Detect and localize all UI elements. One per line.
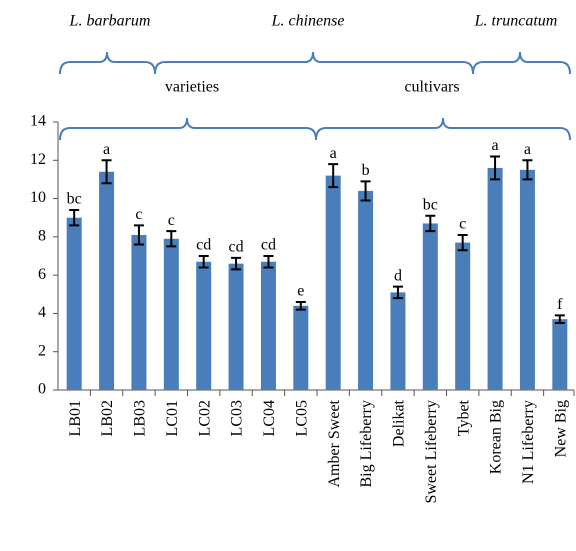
error-bar bbox=[425, 214, 436, 233]
bar bbox=[455, 242, 471, 390]
significance-label: bc bbox=[423, 196, 438, 213]
significance-label: bc bbox=[67, 191, 82, 208]
error-bar bbox=[522, 159, 533, 181]
significance-label: d bbox=[394, 267, 402, 284]
significance-label: c bbox=[135, 206, 142, 223]
x-tick-label: N1 Lifeberry bbox=[520, 400, 537, 484]
error-bar bbox=[231, 256, 242, 271]
error-bar bbox=[198, 255, 209, 269]
significance-label: cd bbox=[229, 239, 244, 256]
y-tick-label: 10 bbox=[30, 189, 46, 206]
significance-label: a bbox=[492, 137, 499, 154]
error-bar bbox=[263, 255, 274, 269]
significance-label: a bbox=[524, 141, 531, 158]
significance-label: cd bbox=[196, 237, 211, 254]
significance-label: cd bbox=[261, 237, 276, 254]
group-label: L. truncatum bbox=[474, 13, 558, 30]
error-bar bbox=[69, 209, 80, 227]
y-tick-label: 12 bbox=[30, 151, 46, 168]
group-label: L. chinense bbox=[271, 13, 345, 30]
bar bbox=[552, 319, 568, 390]
x-tick-label: New Big bbox=[552, 400, 569, 457]
error-bar bbox=[295, 300, 306, 311]
x-tick-label: Sweet Lifeberry bbox=[423, 400, 440, 504]
error-bar bbox=[457, 233, 468, 252]
brace bbox=[59, 117, 317, 141]
error-bar bbox=[360, 180, 371, 202]
subgroup-label: cultivars bbox=[404, 79, 459, 96]
bar bbox=[422, 223, 438, 390]
y-tick-label: 2 bbox=[38, 342, 46, 359]
bar bbox=[196, 261, 212, 390]
x-tick-label: Big Lifeberry bbox=[358, 400, 375, 488]
y-tick-label: 14 bbox=[30, 113, 46, 130]
x-tick-label: LB01 bbox=[67, 400, 84, 436]
error-bar bbox=[392, 285, 403, 300]
x-tick-label: LC01 bbox=[164, 400, 181, 436]
significance-label: f bbox=[557, 296, 563, 313]
error-bar bbox=[101, 159, 112, 185]
brace bbox=[59, 51, 156, 75]
bar bbox=[163, 238, 179, 390]
y-tick-label: 6 bbox=[38, 266, 46, 283]
bar bbox=[228, 263, 244, 390]
bar bbox=[325, 175, 341, 390]
brace bbox=[472, 51, 571, 75]
x-tick-label: Korean Big bbox=[488, 400, 505, 474]
bar bbox=[260, 261, 276, 390]
significance-label: e bbox=[297, 283, 304, 300]
x-tick-label: Amber Sweet bbox=[326, 399, 343, 487]
significance-label: c bbox=[459, 216, 466, 233]
subgroup-label: varieties bbox=[165, 79, 219, 96]
x-tick-label: Delikat bbox=[391, 399, 408, 447]
error-bar bbox=[166, 230, 177, 248]
brace bbox=[154, 51, 474, 75]
brace bbox=[315, 117, 571, 141]
x-tick-label: LC04 bbox=[261, 400, 278, 436]
x-tick-label: LC02 bbox=[196, 400, 213, 436]
y-tick-label: 4 bbox=[38, 304, 46, 321]
significance-label: b bbox=[362, 162, 370, 179]
bar bbox=[358, 190, 374, 390]
x-tick-label: LC05 bbox=[293, 400, 310, 436]
group-label: L. barbarum bbox=[69, 13, 151, 30]
significance-label: a bbox=[330, 145, 337, 162]
x-tick-label: LC03 bbox=[229, 400, 246, 436]
y-tick-label: 0 bbox=[38, 381, 46, 398]
bar bbox=[131, 234, 147, 390]
bar bbox=[99, 171, 115, 390]
bar bbox=[66, 217, 82, 390]
x-tick-label: Tybet bbox=[455, 399, 472, 436]
significance-label: c bbox=[168, 212, 175, 229]
x-tick-label: LB03 bbox=[132, 400, 149, 436]
y-tick-label: 8 bbox=[38, 228, 46, 245]
error-bar bbox=[133, 224, 144, 246]
error-bar bbox=[490, 155, 501, 181]
bar bbox=[293, 305, 309, 390]
bar bbox=[519, 169, 535, 390]
x-tick-label: LB02 bbox=[99, 400, 116, 436]
error-bar bbox=[554, 314, 565, 324]
error-bar bbox=[328, 163, 339, 189]
significance-label: a bbox=[103, 141, 110, 158]
bar bbox=[487, 167, 503, 390]
bar bbox=[390, 292, 406, 390]
